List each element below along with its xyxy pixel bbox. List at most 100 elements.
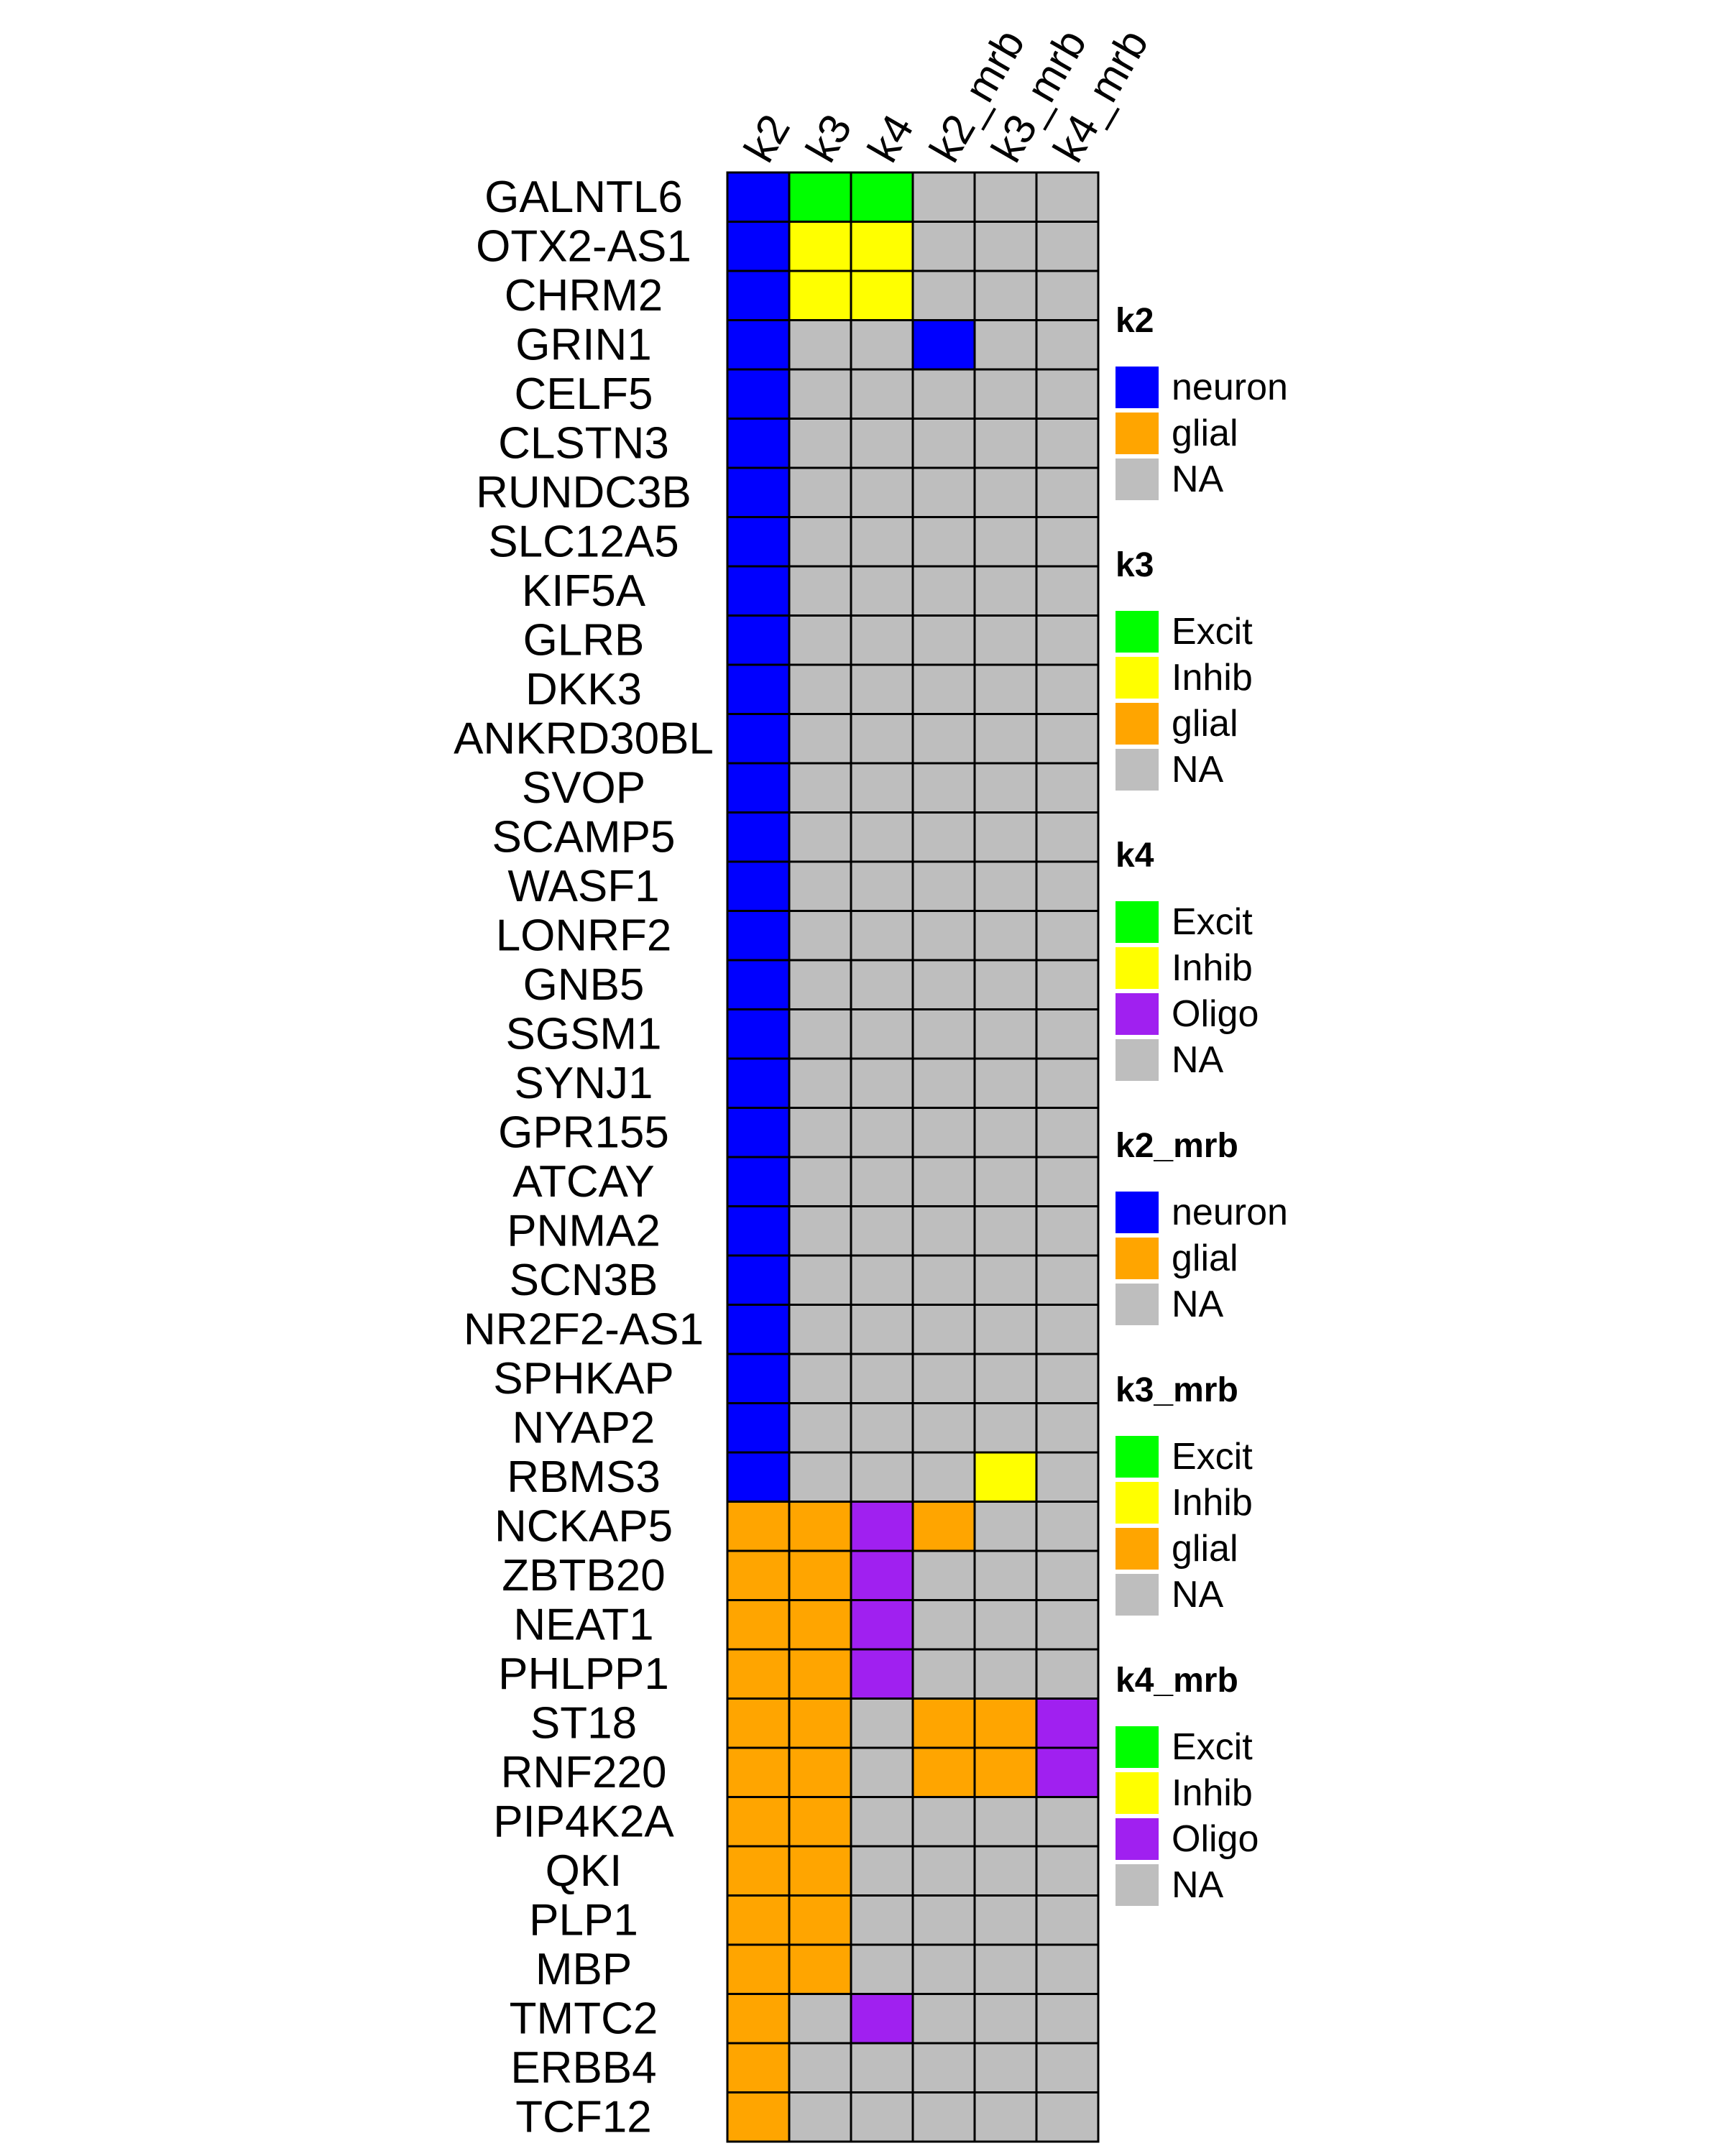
cell-CLSTN3-k3_mrb xyxy=(973,418,1038,469)
cell-ANKRD30BL-k3 xyxy=(788,713,852,765)
cell-CELF5-k4_mrb xyxy=(1035,368,1100,420)
cell-SCN3B-k3_mrb xyxy=(973,1254,1038,1306)
cell-ERBB4-k3_mrb xyxy=(973,2042,1038,2093)
cell-ST18-k3 xyxy=(788,1697,852,1749)
row-label-RBMS3: RBMS3 xyxy=(507,1452,661,1502)
cell-SCN3B-k4_mrb xyxy=(1035,1254,1100,1306)
cell-GALNTL6-k2 xyxy=(726,171,791,223)
cell-NR2F2-AS1-k4_mrb xyxy=(1035,1304,1100,1355)
cell-CELF5-k3_mrb xyxy=(973,368,1038,420)
cell-LONRF2-k2 xyxy=(726,910,791,962)
cell-RNF220-k4 xyxy=(850,1746,914,1798)
cell-TMTC2-k3 xyxy=(788,1993,852,2045)
legend-swatch-k4_mrb-NA xyxy=(1116,1864,1159,1906)
row-label-CHRM2: CHRM2 xyxy=(505,271,663,321)
cell-WASF1-k4 xyxy=(850,860,914,912)
cell-LONRF2-k4_mrb xyxy=(1035,910,1100,962)
cell-TCF12-k4_mrb xyxy=(1035,2091,1100,2143)
legend-swatch-k3_mrb-Inhib xyxy=(1116,1482,1159,1524)
cell-GNB5-k4 xyxy=(850,959,914,1010)
row-label-GALNTL6: GALNTL6 xyxy=(484,172,683,222)
cell-RBMS3-k4_mrb xyxy=(1035,1451,1100,1503)
legend-label-k3-Excit: Excit xyxy=(1172,611,1253,653)
cell-SYNJ1-k3 xyxy=(788,1057,852,1109)
cell-RUNDC3B-k2_mrb xyxy=(911,466,976,518)
cell-ERBB4-k4 xyxy=(850,2042,914,2093)
cell-PNMA2-k4 xyxy=(850,1205,914,1257)
cell-ST18-k4 xyxy=(850,1697,914,1749)
row-label-SPHKAP: SPHKAP xyxy=(493,1354,674,1404)
cell-OTX2-AS1-k4 xyxy=(850,221,914,272)
row-label-GLRB: GLRB xyxy=(523,615,645,665)
cell-PIP4K2A-k4 xyxy=(850,1796,914,1848)
legend-label-k4_mrb-Oligo: Oligo xyxy=(1172,1818,1259,1860)
cell-GPR155-k3_mrb xyxy=(973,1107,1038,1158)
cell-PLP1-k4_mrb xyxy=(1035,1894,1100,1946)
cell-PLP1-k2_mrb xyxy=(911,1894,976,1946)
cell-SLC12A5-k4_mrb xyxy=(1035,516,1100,568)
cell-KIF5A-k4 xyxy=(850,565,914,617)
row-label-ATCAY: ATCAY xyxy=(512,1157,655,1207)
cell-CLSTN3-k3 xyxy=(788,418,852,469)
cell-OTX2-AS1-k3_mrb xyxy=(973,221,1038,272)
legend-swatch-k3-NA xyxy=(1116,749,1159,791)
row-label-PLP1: PLP1 xyxy=(529,1895,638,1945)
cell-WASF1-k2_mrb xyxy=(911,860,976,912)
cell-GLRB-k3_mrb xyxy=(973,614,1038,666)
row-label-RUNDC3B: RUNDC3B xyxy=(476,468,691,517)
row-label-RNF220: RNF220 xyxy=(501,1748,667,1797)
cell-NCKAP5-k4 xyxy=(850,1501,914,1552)
legend-label-k3_mrb-Excit: Excit xyxy=(1172,1436,1253,1478)
cell-DKK3-k2_mrb xyxy=(911,663,976,715)
cell-GRIN1-k3 xyxy=(788,319,852,371)
cell-SCN3B-k3 xyxy=(788,1254,852,1306)
cell-PHLPP1-k3_mrb xyxy=(973,1648,1038,1700)
cell-GALNTL6-k3 xyxy=(788,171,852,223)
cell-DKK3-k4 xyxy=(850,663,914,715)
cell-MBP-k2_mrb xyxy=(911,1943,976,1995)
cell-ST18-k2_mrb xyxy=(911,1697,976,1749)
cell-SCN3B-k2 xyxy=(726,1254,791,1306)
cell-SCAMP5-k4_mrb xyxy=(1035,811,1100,863)
cell-CLSTN3-k4 xyxy=(850,418,914,469)
cell-ZBTB20-k4_mrb xyxy=(1035,1549,1100,1601)
row-label-GPR155: GPR155 xyxy=(498,1107,669,1157)
cell-GRIN1-k4_mrb xyxy=(1035,319,1100,371)
cell-KIF5A-k3_mrb xyxy=(973,565,1038,617)
cell-ATCAY-k3_mrb xyxy=(973,1156,1038,1207)
cell-PNMA2-k3_mrb xyxy=(973,1205,1038,1257)
cell-GNB5-k2 xyxy=(726,959,791,1010)
cell-SLC12A5-k3 xyxy=(788,516,852,568)
cell-QKI-k4 xyxy=(850,1845,914,1897)
legend-label-k3-Inhib: Inhib xyxy=(1172,657,1253,699)
cell-ZBTB20-k4 xyxy=(850,1549,914,1601)
cell-ERBB4-k2 xyxy=(726,2042,791,2093)
row-label-LONRF2: LONRF2 xyxy=(496,911,672,960)
cell-TCF12-k3_mrb xyxy=(973,2091,1038,2143)
row-label-CELF5: CELF5 xyxy=(515,369,653,419)
legend-label-k2_mrb-neuron: neuron xyxy=(1172,1192,1288,1233)
cell-LONRF2-k3 xyxy=(788,910,852,962)
cell-NCKAP5-k3 xyxy=(788,1501,852,1552)
cell-NR2F2-AS1-k3_mrb xyxy=(973,1304,1038,1355)
row-label-PIP4K2A: PIP4K2A xyxy=(493,1797,674,1846)
column-label-k4: k4 xyxy=(858,106,923,170)
cell-ST18-k2 xyxy=(726,1697,791,1749)
cell-TCF12-k4 xyxy=(850,2091,914,2143)
legend-swatch-k4_mrb-Excit xyxy=(1116,1726,1159,1768)
cell-GLRB-k4_mrb xyxy=(1035,614,1100,666)
cell-QKI-k4_mrb xyxy=(1035,1845,1100,1897)
cell-CELF5-k2_mrb xyxy=(911,368,976,420)
row-label-ANKRD30BL: ANKRD30BL xyxy=(454,714,714,763)
cell-RBMS3-k2 xyxy=(726,1451,791,1503)
cell-GPR155-k2 xyxy=(726,1107,791,1158)
legend-label-k4-Excit: Excit xyxy=(1172,901,1253,943)
legend-swatch-k2_mrb-glial xyxy=(1116,1238,1159,1279)
cell-PLP1-k4 xyxy=(850,1894,914,1946)
cell-QKI-k2_mrb xyxy=(911,1845,976,1897)
cell-GPR155-k3 xyxy=(788,1107,852,1158)
cell-RUNDC3B-k3_mrb xyxy=(973,466,1038,518)
cell-ZBTB20-k2_mrb xyxy=(911,1549,976,1601)
cell-NCKAP5-k2_mrb xyxy=(911,1501,976,1552)
legend-swatch-k4-Inhib xyxy=(1116,947,1159,989)
